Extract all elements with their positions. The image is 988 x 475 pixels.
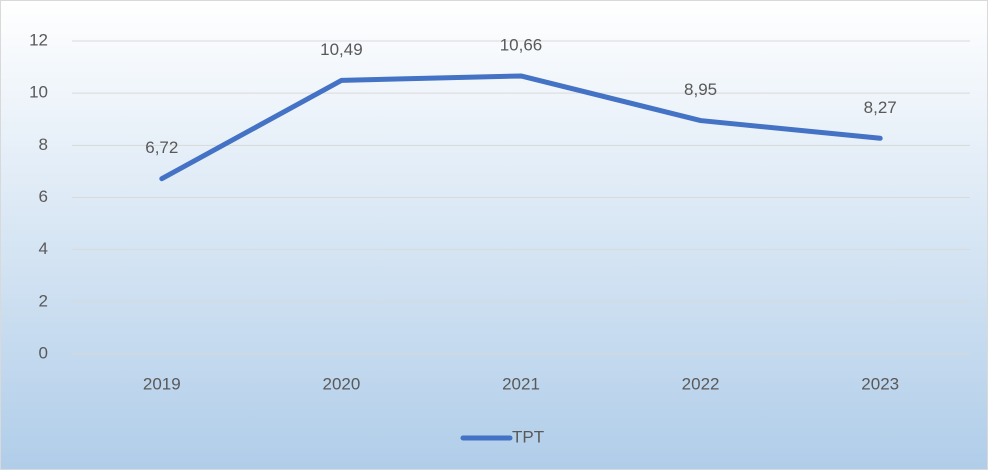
y-tick-label: 6 bbox=[39, 187, 48, 206]
x-tick-label: 2022 bbox=[682, 374, 720, 393]
data-label: 8,95 bbox=[684, 80, 717, 99]
y-tick-label: 4 bbox=[39, 239, 48, 258]
legend-label: TPT bbox=[512, 427, 544, 446]
y-tick-label: 2 bbox=[39, 291, 48, 310]
data-label: 10,49 bbox=[320, 40, 363, 59]
x-tick-label: 2021 bbox=[502, 374, 540, 393]
x-tick-label: 2020 bbox=[322, 374, 360, 393]
y-tick-label: 8 bbox=[39, 135, 48, 154]
line-series bbox=[159, 73, 883, 182]
data-label: 8,27 bbox=[864, 98, 897, 117]
data-label: 10,66 bbox=[500, 35, 543, 54]
y-tick-label: 10 bbox=[29, 83, 48, 102]
x-tick-label: 2019 bbox=[143, 374, 181, 393]
y-tick-label: 12 bbox=[29, 30, 48, 49]
data-label: 6,72 bbox=[145, 138, 178, 157]
x-tick-label: 2023 bbox=[861, 374, 899, 393]
y-tick-label: 0 bbox=[39, 343, 48, 362]
